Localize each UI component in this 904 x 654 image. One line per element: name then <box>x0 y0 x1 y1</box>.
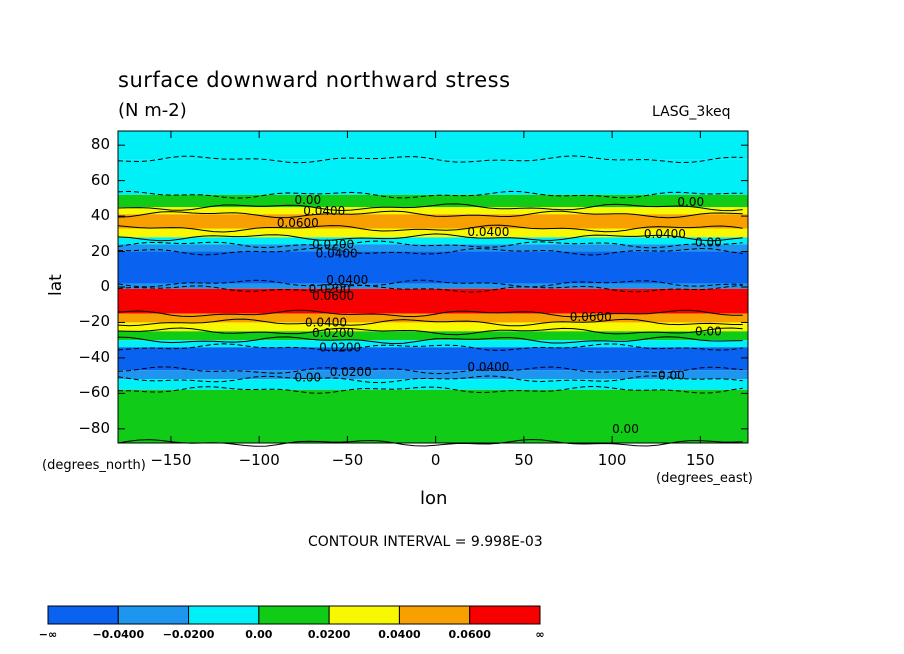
band-15 <box>118 347 748 371</box>
band-12 <box>118 322 748 332</box>
contour-interval: CONTOUR INTERVAL = 9.998E-03 <box>308 534 543 550</box>
y-tick-label: 0 <box>100 277 110 295</box>
contour-line-7 <box>117 247 743 256</box>
band-11 <box>118 313 748 323</box>
y-tick-label: −60 <box>78 383 110 402</box>
x-axis-units: (degrees_east) <box>656 471 753 486</box>
contour-label: 0.00 <box>612 422 639 436</box>
contour-label: 0.0200 <box>319 340 361 354</box>
x-tick-label: 50 <box>514 451 534 469</box>
contour-label: 0.0400 <box>467 360 509 374</box>
colorbar-label: −0.0400 <box>92 628 145 641</box>
contour-line-12 <box>117 327 743 336</box>
dataset-name: LASG_3keq <box>652 104 731 120</box>
contour-label: 0.00 <box>658 369 685 383</box>
band-7 <box>118 244 748 252</box>
contour-line-4 <box>117 224 743 233</box>
contour-line-8 <box>117 279 743 288</box>
chart-title: surface downward northward stress <box>118 68 511 92</box>
contour-label: 0.00 <box>677 195 704 209</box>
band-10 <box>118 288 748 314</box>
colorbar-label: 0.0600 <box>448 628 491 641</box>
contour-label: 0.0400 <box>303 204 345 218</box>
colorbar-label: ∞ <box>535 628 545 641</box>
x-tick-label: 150 <box>686 451 715 469</box>
contour-label: 0.00 <box>294 370 321 384</box>
band-16 <box>118 370 748 380</box>
colorbar-swatch <box>258 605 330 625</box>
band-13 <box>118 331 748 341</box>
colorbar-swatch <box>328 605 400 625</box>
y-tick-label: 80 <box>90 135 110 154</box>
colorbar-swatch <box>117 605 190 625</box>
contour-label: 0.0200 <box>312 326 354 340</box>
contour-line-9 <box>117 284 743 293</box>
contour-label: 0.0400 <box>644 227 686 241</box>
x-axis-label: lon <box>420 488 448 509</box>
y-tick-label: −20 <box>78 312 110 331</box>
contour-line-6 <box>117 240 743 249</box>
contour-label: 0.0600 <box>277 216 319 230</box>
contour-label: 0.0400 <box>316 246 358 260</box>
y-tick-label: −40 <box>78 347 110 366</box>
y-axis-units: (degrees_north) <box>42 458 146 473</box>
contour-label: 0.0400 <box>326 273 368 287</box>
colorbar-label: 0.0200 <box>307 628 351 641</box>
band-14 <box>118 340 748 348</box>
band-0 <box>118 131 748 160</box>
y-tick-label: −80 <box>78 418 110 437</box>
contour-label: 0.0600 <box>312 289 354 303</box>
x-tick-label: −100 <box>238 451 280 469</box>
colorbar-swatch <box>469 605 541 625</box>
contour-line-13 <box>117 336 743 345</box>
y-tick-label: 40 <box>90 206 110 225</box>
contour-line-10 <box>117 309 743 318</box>
contour-line-15 <box>117 366 743 375</box>
contour-line-5 <box>117 233 743 242</box>
contour-label: 0.00 <box>695 324 722 338</box>
band-8 <box>118 251 748 284</box>
colorbar-swatch <box>188 605 260 625</box>
x-tick-label: −50 <box>331 451 364 469</box>
contour-line-3 <box>117 210 743 219</box>
colorbar-label: −∞ <box>38 628 58 641</box>
contour-line-2 <box>117 203 743 212</box>
colorbar-label: 0.0400 <box>378 628 421 641</box>
band-18 <box>118 389 748 443</box>
contour-line-11 <box>117 318 743 327</box>
colorbar-label: 0.00 <box>245 628 273 641</box>
band-6 <box>118 237 748 245</box>
contour-line-0 <box>117 155 743 164</box>
y-tick-label: 60 <box>90 170 110 189</box>
band-9 <box>118 283 748 289</box>
contour-label: 0.0200 <box>330 365 372 379</box>
colorbar-swatch <box>398 605 471 625</box>
x-tick-label: 100 <box>597 451 627 469</box>
contour-label: 0.0400 <box>305 315 347 329</box>
colorbar-swatch <box>47 605 119 625</box>
contour-label: 0.0400 <box>467 225 509 239</box>
contour-label: 0.00 <box>294 193 321 207</box>
contour-label: 0.0200 <box>312 237 354 251</box>
colorbar-label: −0.0200 <box>162 628 215 641</box>
contour-line-17 <box>118 385 743 394</box>
y-tick-label: 20 <box>90 241 110 260</box>
band-1 <box>118 159 748 195</box>
band-17 <box>118 379 748 390</box>
x-tick-label: −150 <box>150 451 192 469</box>
contour-label: 0.00 <box>695 236 722 250</box>
band-5 <box>118 228 748 238</box>
contour-label: 0.0600 <box>570 310 612 324</box>
band-3 <box>118 207 748 215</box>
contour-label: 0.0200 <box>309 282 351 296</box>
x-tick-label: 0 <box>430 451 441 469</box>
contour-line-16 <box>117 375 743 384</box>
band-2 <box>118 194 748 208</box>
contour-line-1 <box>117 190 743 199</box>
chart-units: (N m-2) <box>118 100 187 121</box>
contour-line-14 <box>117 343 743 352</box>
